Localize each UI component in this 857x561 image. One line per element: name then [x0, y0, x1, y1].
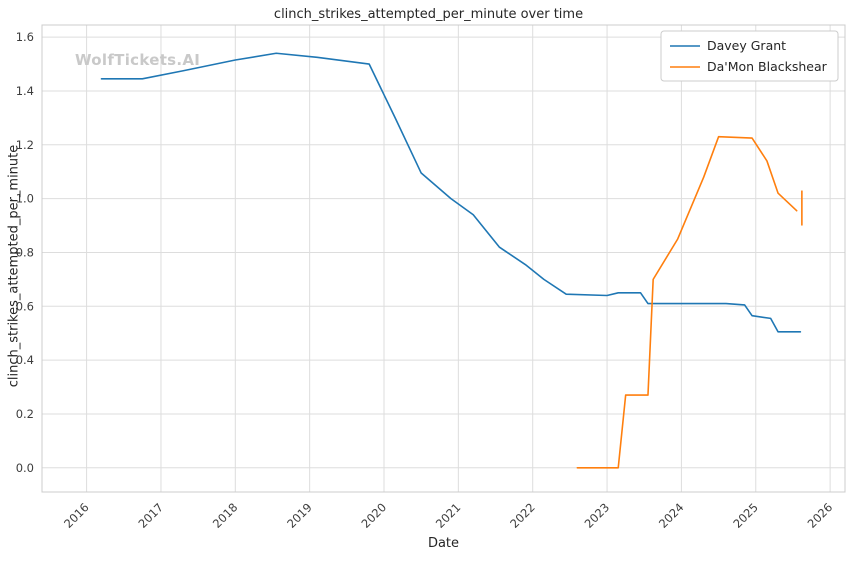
series-da-mon-blackshear	[576, 135, 803, 469]
legend-label: Da'Mon Blackshear	[707, 59, 828, 74]
plot-border	[41, 24, 846, 493]
y-axis-label: clinch_strikes_attempted_per_minute	[6, 144, 22, 388]
series-davey-grant	[100, 52, 802, 333]
chart-title: clinch_strikes_attempted_per_minute over…	[273, 7, 584, 22]
y-tick-label: 1.0	[16, 192, 34, 206]
y-tick-label: 1.4	[16, 84, 34, 98]
x-tick-label: 2018	[210, 500, 241, 531]
x-tick-labels: 2016 2017 2018 2019 2020 2021 2022 2023 2024 2025…	[61, 500, 835, 531]
y-tick-label: 1.2	[16, 138, 34, 152]
x-tick-label: 2019	[284, 500, 315, 531]
x-tick-label: 2020	[359, 500, 390, 531]
y-tick-label: 0.0	[16, 461, 34, 475]
x-tick-label: 2024	[656, 500, 687, 531]
x-axis-label: Date	[427, 536, 460, 551]
x-tick-label: 2016	[61, 500, 92, 531]
y-tick-label: 0.4	[16, 353, 34, 367]
x-tick-label: 2017	[135, 500, 166, 531]
y-tick-label: 1.6	[16, 30, 34, 44]
x-tick-label: 2023	[582, 500, 613, 531]
watermark: WolfTickets.AI	[75, 51, 201, 69]
y-tick-label: 0.8	[16, 245, 34, 259]
x-tick-label: 2025	[730, 500, 761, 531]
x-tick-label: 2026	[805, 500, 836, 531]
legend: Davey Grant Da'Mon Blackshear	[660, 30, 839, 82]
y-tick-label: 0.6	[16, 299, 34, 313]
y-tick-labels: 0.0 0.2 0.4 0.6 0.8 1.0 1.2 1.4 1.6	[16, 30, 34, 475]
grid	[42, 25, 845, 492]
legend-label: Davey Grant	[707, 38, 786, 53]
y-tick-label: 0.2	[16, 407, 34, 421]
x-tick-label: 2022	[507, 500, 538, 531]
x-tick-label: 2021	[433, 500, 464, 531]
